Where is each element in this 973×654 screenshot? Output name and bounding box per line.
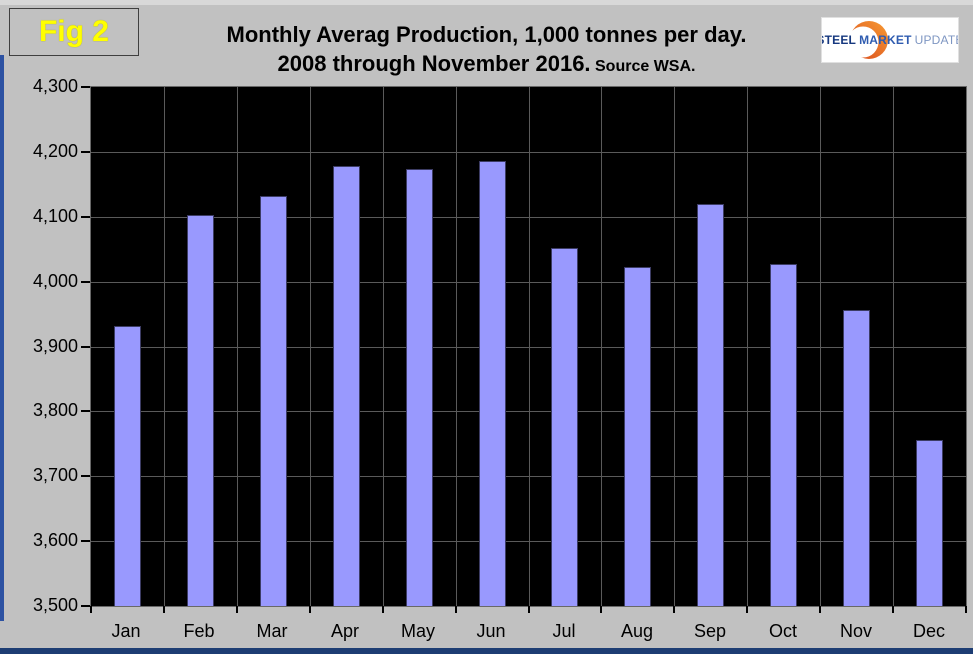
y-axis-tick bbox=[81, 216, 90, 218]
y-axis-tick bbox=[81, 605, 90, 607]
logo-wordmark: STEEL MARKET UPDATE bbox=[822, 18, 958, 62]
y-axis-tick-label: 4,000 bbox=[32, 271, 78, 291]
bar-apr bbox=[333, 166, 360, 606]
gridline-horizontal bbox=[91, 541, 966, 542]
y-axis-tick bbox=[81, 346, 90, 348]
smu-logo: STEEL MARKET UPDATE bbox=[822, 18, 958, 62]
x-axis-tick-label: Nov bbox=[839, 621, 872, 641]
x-axis-tick-label: Jun bbox=[476, 621, 506, 641]
gridline-vertical bbox=[237, 87, 238, 606]
x-axis-tick-label: May bbox=[400, 621, 435, 641]
chart-title-line2: 2008 through November 2016. bbox=[277, 51, 591, 76]
bar-jun bbox=[479, 161, 506, 606]
x-axis-tick-label: Apr bbox=[330, 621, 359, 641]
source-note: Source WSA. bbox=[595, 58, 696, 75]
fig-label: Fig 2 bbox=[9, 8, 139, 56]
y-axis-tick-label: 3,800 bbox=[32, 400, 78, 420]
gridline-horizontal bbox=[91, 347, 966, 348]
bar-oct bbox=[770, 264, 797, 606]
x-axis-tick-label: Aug bbox=[620, 621, 654, 641]
gridline-vertical bbox=[456, 87, 457, 606]
gridline-horizontal bbox=[91, 282, 966, 283]
bar-sep bbox=[697, 204, 724, 606]
gridline-horizontal bbox=[91, 476, 966, 477]
x-axis-tick bbox=[163, 606, 165, 613]
logo-word-steel: STEEL bbox=[822, 33, 857, 47]
logo-word-update: UPDATE bbox=[914, 33, 958, 47]
y-axis-tick bbox=[81, 86, 90, 88]
x-axis-tick-label: Feb bbox=[183, 621, 215, 641]
bar-nov bbox=[843, 310, 870, 606]
x-axis-tick bbox=[819, 606, 821, 613]
x-axis-tick bbox=[382, 606, 384, 613]
bar-mar bbox=[260, 196, 287, 606]
bar-feb bbox=[187, 215, 214, 606]
bar-aug bbox=[624, 267, 651, 606]
x-axis-tick-label: Mar bbox=[256, 621, 288, 641]
x-axis-tick-label: Dec bbox=[912, 621, 945, 641]
gridline-vertical bbox=[310, 87, 311, 606]
plot-area bbox=[90, 86, 967, 607]
crescent-icon bbox=[848, 21, 888, 59]
x-axis-tick bbox=[90, 606, 92, 613]
x-axis-tick bbox=[236, 606, 238, 613]
gridline-vertical bbox=[893, 87, 894, 606]
logo-word-market: MARKET bbox=[859, 33, 912, 47]
y-axis-tick-label: 4,100 bbox=[32, 206, 78, 226]
y-axis-tick bbox=[81, 475, 90, 477]
x-axis-tick-label: Jan bbox=[111, 621, 141, 641]
x-axis-tick bbox=[673, 606, 675, 613]
x-axis-tick-label: Jul bbox=[552, 621, 576, 641]
y-axis-tick bbox=[81, 410, 90, 412]
fig-label-text: Fig 2 bbox=[38, 15, 109, 48]
x-axis-tick bbox=[309, 606, 311, 613]
y-axis-tick-label: 3,700 bbox=[32, 465, 78, 485]
chart-title-line1: Monthly Averag Production, 1,000 tonnes … bbox=[226, 22, 747, 47]
y-axis-tick bbox=[81, 281, 90, 283]
gridline-vertical bbox=[383, 87, 384, 606]
bottom-edge-strip bbox=[0, 648, 973, 654]
gridline-horizontal bbox=[91, 411, 966, 412]
x-axis-tick bbox=[528, 606, 530, 613]
x-axis-tick-label: Oct bbox=[768, 621, 797, 641]
gridline-vertical bbox=[820, 87, 821, 606]
chart-title: Monthly Averag Production, 1,000 tonnes … bbox=[0, 20, 973, 81]
y-axis-tick-label: 3,600 bbox=[32, 530, 78, 550]
x-axis-tick bbox=[892, 606, 894, 613]
x-axis-tick-label: Sep bbox=[693, 621, 727, 641]
x-axis-tick bbox=[746, 606, 748, 613]
y-axis-tick bbox=[81, 540, 90, 542]
gridline-vertical bbox=[674, 87, 675, 606]
bar-jul bbox=[551, 248, 578, 606]
gridline-vertical bbox=[601, 87, 602, 606]
gridline-vertical bbox=[747, 87, 748, 606]
bar-may bbox=[406, 169, 433, 606]
bar-dec bbox=[916, 440, 943, 606]
x-axis-tick bbox=[600, 606, 602, 613]
y-axis-tick-label: 3,900 bbox=[32, 336, 78, 356]
y-axis-tick-label: 4,200 bbox=[32, 141, 78, 161]
x-axis-tick bbox=[965, 606, 967, 613]
y-axis-tick bbox=[81, 151, 90, 153]
gridline-horizontal bbox=[91, 152, 966, 153]
top-edge-strip bbox=[0, 0, 973, 5]
gridline-vertical bbox=[164, 87, 165, 606]
left-edge-strip bbox=[0, 55, 4, 621]
gridline-vertical bbox=[529, 87, 530, 606]
gridline-horizontal bbox=[91, 217, 966, 218]
bar-jan bbox=[114, 326, 141, 606]
x-axis-tick bbox=[455, 606, 457, 613]
y-axis-tick-label: 3,500 bbox=[32, 595, 78, 615]
